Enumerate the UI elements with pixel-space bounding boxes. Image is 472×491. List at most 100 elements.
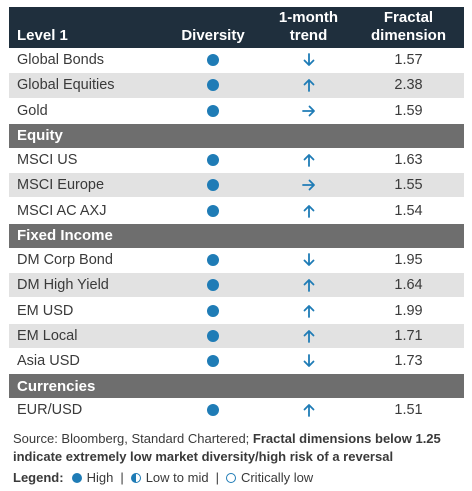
fractal-value: 1.73 bbox=[394, 353, 423, 370]
trend-cell bbox=[264, 403, 353, 418]
equity-group: MSCI US 1.63 MSCI Europe 1.55 MSCI AC AXJ 1.5… bbox=[9, 147, 464, 224]
arrow-up-icon bbox=[302, 78, 316, 93]
asset-name: Gold bbox=[17, 102, 48, 119]
header-fractal-line1: Fractal bbox=[383, 9, 434, 26]
trend-cell bbox=[264, 304, 353, 318]
legend-item-high: High bbox=[71, 470, 114, 485]
legend-low-mid-label: Low to mid bbox=[145, 470, 209, 485]
asset-name: Global Bonds bbox=[17, 52, 105, 69]
table-row: DM Corp Bond 1.95 bbox=[9, 247, 464, 274]
diversity-dot-icon bbox=[207, 154, 219, 167]
legend-item-critical: Critically low bbox=[225, 470, 314, 485]
trend-cell bbox=[264, 204, 353, 218]
header-fractal: Fractal dimension bbox=[353, 9, 464, 45]
diversity-dot-icon bbox=[207, 204, 219, 217]
diversity-cell bbox=[162, 355, 264, 368]
header-trend-line2: trend bbox=[289, 27, 328, 44]
table-row: EUR/USD 1.51 bbox=[9, 398, 464, 424]
diversity-cell bbox=[162, 279, 264, 292]
table-row: Gold 1.59 bbox=[9, 98, 464, 124]
trend-cell bbox=[264, 178, 353, 192]
arrow-up-icon bbox=[302, 278, 316, 293]
legend-item-low-mid: Low to mid bbox=[130, 470, 209, 485]
fractal-value: 1.55 bbox=[394, 177, 423, 194]
asset-name: MSCI Europe bbox=[17, 177, 105, 194]
diversity-dot-icon bbox=[207, 79, 219, 92]
legend-label: Legend: bbox=[13, 470, 64, 485]
fractal-value: 1.57 bbox=[394, 52, 423, 69]
table-row: MSCI AC AXJ 1.54 bbox=[9, 198, 464, 224]
diversity-dot-icon bbox=[207, 253, 219, 266]
diversity-dot-icon bbox=[207, 329, 219, 342]
legend-separator: | bbox=[120, 470, 124, 485]
asset-name: Asia USD bbox=[17, 353, 80, 370]
diversity-dot-icon bbox=[207, 279, 219, 292]
fractal-value: 1.71 bbox=[394, 327, 423, 344]
asset-name: EM USD bbox=[17, 302, 74, 319]
header-fractal-line2: dimension bbox=[370, 27, 446, 44]
fractal-value: 1.54 bbox=[394, 202, 423, 219]
diversity-dot-icon bbox=[207, 355, 219, 368]
diversity-dot-icon bbox=[207, 179, 219, 192]
fractal-table: Level 1 Diversity 1-month trend Fractal … bbox=[9, 7, 464, 424]
fractal-value: 1.63 bbox=[394, 152, 423, 169]
asset-name: EUR/USD bbox=[17, 402, 83, 419]
legend: Legend: High | Low to mid | Critically l… bbox=[13, 470, 313, 485]
arrow-down-icon bbox=[302, 253, 316, 267]
arrow-right-icon bbox=[301, 104, 316, 118]
fractal-value: 1.51 bbox=[394, 402, 423, 419]
legend-critical-label: Critically low bbox=[240, 470, 314, 485]
legend-separator: | bbox=[215, 470, 219, 485]
trend-cell bbox=[264, 354, 353, 368]
diversity-cell bbox=[162, 204, 264, 217]
arrow-down-icon bbox=[302, 53, 316, 67]
diversity-cell bbox=[162, 104, 264, 117]
header-level1: Level 1 bbox=[17, 27, 68, 44]
arrow-up-icon bbox=[302, 153, 316, 167]
trend-cell bbox=[264, 253, 353, 267]
diversity-cell bbox=[162, 304, 264, 317]
half-dot-icon bbox=[130, 472, 141, 483]
legend-high-label: High bbox=[86, 470, 114, 485]
trend-cell bbox=[264, 153, 353, 167]
fixed-income-group: DM Corp Bond 1.95 DM High Yield 1.64 EM USD 1… bbox=[9, 247, 464, 375]
empty-dot-icon bbox=[225, 472, 236, 483]
header-trend-line1: 1-month bbox=[278, 9, 339, 26]
arrow-up-icon bbox=[302, 403, 316, 418]
table-row: Global Bonds 1.57 bbox=[9, 48, 464, 74]
header-diversity: Diversity bbox=[181, 27, 245, 44]
arrow-down-icon bbox=[302, 354, 316, 368]
source-note: Source: Bloomberg, Standard Chartered; F… bbox=[13, 430, 463, 466]
arrow-right-icon bbox=[301, 178, 316, 192]
section-currencies: Currencies bbox=[9, 374, 464, 399]
asset-name: MSCI US bbox=[17, 152, 78, 169]
diversity-dot-icon bbox=[207, 54, 219, 67]
asset-name: DM Corp Bond bbox=[17, 251, 113, 268]
level1-group: Global Bonds 1.57 Global Equities 2.38 Gold 1… bbox=[9, 48, 464, 124]
table-row: EM USD 1.99 bbox=[9, 298, 464, 324]
trend-cell bbox=[264, 53, 353, 67]
fractal-value: 1.59 bbox=[394, 102, 423, 119]
trend-cell bbox=[264, 78, 353, 93]
section-equity: Equity bbox=[9, 123, 464, 148]
diversity-cell bbox=[162, 79, 264, 92]
trend-cell bbox=[264, 278, 353, 293]
fractal-value: 2.38 bbox=[394, 77, 423, 94]
arrow-up-icon bbox=[302, 304, 316, 318]
source-plain: Source: Bloomberg, Standard Chartered; bbox=[13, 431, 253, 446]
diversity-cell bbox=[162, 253, 264, 266]
asset-name: DM High Yield bbox=[17, 277, 109, 294]
fractal-value: 1.95 bbox=[394, 251, 423, 268]
diversity-cell bbox=[162, 404, 264, 417]
table-row: Asia USD 1.73 bbox=[9, 348, 464, 375]
diversity-dot-icon bbox=[207, 104, 219, 117]
arrow-up-icon bbox=[302, 329, 316, 343]
trend-cell bbox=[264, 329, 353, 343]
arrow-up-icon bbox=[302, 204, 316, 218]
table-row: DM High Yield 1.64 bbox=[9, 273, 464, 299]
table-header: Level 1 Diversity 1-month trend Fractal … bbox=[9, 7, 464, 48]
trend-cell bbox=[264, 104, 353, 118]
diversity-dot-icon bbox=[207, 404, 219, 417]
diversity-cell bbox=[162, 329, 264, 342]
source-bold: Fractal dimensions below 1.25 indicate e… bbox=[13, 431, 441, 464]
